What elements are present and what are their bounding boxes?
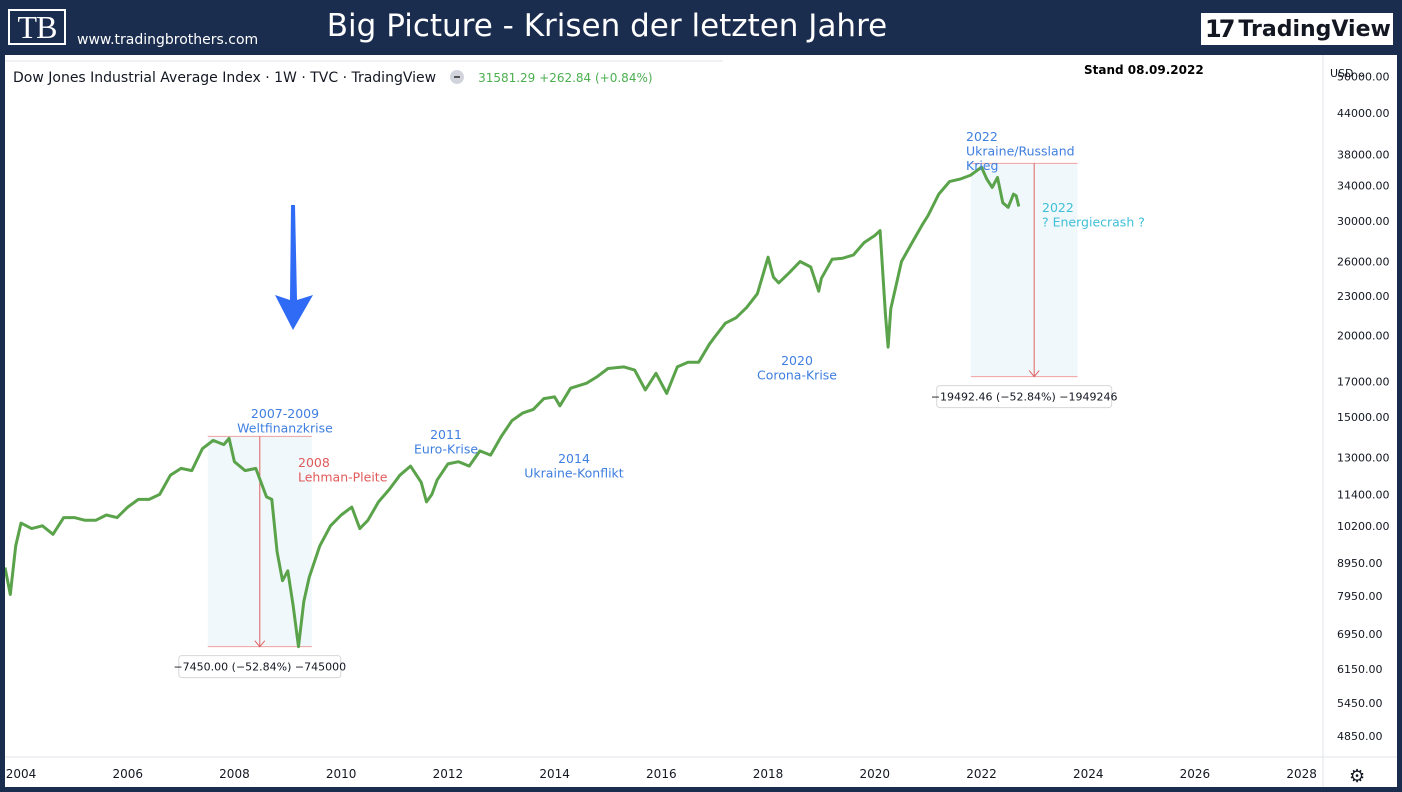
annotation-text: Ukraine/Russland xyxy=(966,144,1075,159)
y-tick-label: 4850.00 xyxy=(1337,730,1383,743)
measure-label: −19492.46 (−52.84%) −1949246 xyxy=(931,391,1118,404)
annotation-text: 2022 xyxy=(1042,200,1074,215)
annotation-text: 2011 xyxy=(430,427,462,442)
x-tick-label: 2026 xyxy=(1180,767,1211,781)
x-tick-label: 2022 xyxy=(966,767,997,781)
stand-date: Stand 08.09.2022 xyxy=(1084,63,1204,77)
y-tick-label: 38000.00 xyxy=(1337,148,1390,161)
annotation-text: ? Energiecrash ? xyxy=(1042,215,1145,230)
down-arrow-icon xyxy=(275,205,313,330)
symbol-legend: Dow Jones Industrial Average Index · 1W … xyxy=(13,70,653,86)
y-tick-label: 8950.00 xyxy=(1337,557,1383,570)
x-tick-label: 2028 xyxy=(1286,767,1317,781)
annotation-text: 2020 xyxy=(781,353,813,368)
annotation-text: 2007-2009 xyxy=(251,406,319,421)
chevron-down-icon: ⌄ xyxy=(1357,67,1367,80)
annotation-text: 2022 xyxy=(966,129,998,144)
annotation-text: Lehman-Pleite xyxy=(298,470,388,485)
annotation-text: Krieg xyxy=(966,158,998,173)
x-tick-label: 2008 xyxy=(219,767,250,781)
y-tick-label: 15000.00 xyxy=(1337,411,1390,424)
y-tick-label: 5450.00 xyxy=(1337,697,1383,710)
symbol-title[interactable]: Dow Jones Industrial Average Index · 1W … xyxy=(13,70,437,86)
measure-arrow-head xyxy=(254,640,266,648)
tradingview-logo-text: TradingView xyxy=(1238,16,1391,42)
y-tick-label: 20000.00 xyxy=(1337,330,1390,343)
tb-logo: TB xyxy=(8,9,66,45)
annotation-text: Weltfinanzkrise xyxy=(237,421,333,436)
x-tick-label: 2010 xyxy=(326,767,357,781)
y-tick-label: 50000.00 xyxy=(1337,71,1390,84)
measure-label-box xyxy=(936,385,1113,409)
header-bar: TB www.tradingbrothers.com Big Picture -… xyxy=(0,0,1402,55)
x-tick-label: 2018 xyxy=(753,767,784,781)
annotation-text: Ukraine-Konflikt xyxy=(524,466,624,481)
chart-canvas[interactable]: −7450.00 (−52.84%) −745000 −19492.46 (−52… xyxy=(5,55,1397,787)
x-tick-label: 2016 xyxy=(646,767,677,781)
y-tick-label: 10200.00 xyxy=(1337,520,1390,533)
y-tick-label: 7950.00 xyxy=(1337,590,1383,603)
currency-label: USD xyxy=(1330,67,1354,80)
x-tick-label: 2014 xyxy=(539,767,570,781)
tradingview-logo: 17 TradingView xyxy=(1201,13,1393,45)
currency-selector[interactable]: USD ⌄ xyxy=(1330,67,1366,80)
x-tick-label: 2024 xyxy=(1073,767,1104,781)
measure-box xyxy=(970,163,1078,377)
x-tick-label: 2004 xyxy=(6,767,37,781)
y-tick-label: 26000.00 xyxy=(1337,255,1390,268)
tradingview-logo-icon: 17 xyxy=(1205,15,1235,43)
site-url[interactable]: www.tradingbrothers.com xyxy=(77,32,259,48)
y-tick-label: 23000.00 xyxy=(1337,290,1390,303)
y-tick-label: 13000.00 xyxy=(1337,451,1390,464)
y-tick-label: 34000.00 xyxy=(1337,180,1390,193)
dow-jones-price-line xyxy=(5,165,1021,649)
y-tick-label: 30000.00 xyxy=(1337,215,1390,228)
x-tick-label: 2012 xyxy=(433,767,464,781)
measure-label-box xyxy=(178,655,342,679)
x-tick-label: 2006 xyxy=(112,767,143,781)
annotation-text: 2014 xyxy=(558,451,590,466)
annotation-text: 2008 xyxy=(298,455,330,470)
annotation-text: Corona-Krise xyxy=(757,368,837,383)
collapse-legend-icon[interactable] xyxy=(450,70,465,84)
page-title: Big Picture - Krisen der letzten Jahre xyxy=(326,8,888,44)
y-tick-label: 44000.00 xyxy=(1337,107,1390,120)
y-tick-label: 6150.00 xyxy=(1337,663,1383,676)
y-tick-label: 11400.00 xyxy=(1337,488,1390,501)
annotation-text: Euro-Krise xyxy=(414,442,478,457)
measure-arrow-head xyxy=(1028,370,1040,378)
x-tick-label: 2020 xyxy=(859,767,890,781)
y-tick-label: 6950.00 xyxy=(1337,628,1383,641)
price-readout: 31581.29 +262.84 (+0.84%) xyxy=(478,71,653,85)
chart-panel[interactable]: −7450.00 (−52.84%) −745000 −19492.46 (−52… xyxy=(5,55,1397,787)
y-tick-label: 17000.00 xyxy=(1337,376,1390,389)
measure-label: −7450.00 (−52.84%) −745000 xyxy=(173,661,346,674)
gear-icon[interactable]: ⚙ xyxy=(1349,766,1366,786)
